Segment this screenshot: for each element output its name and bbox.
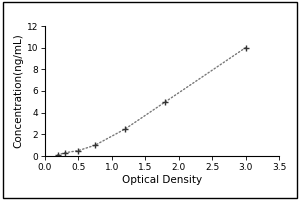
X-axis label: Optical Density: Optical Density: [122, 175, 202, 185]
Y-axis label: Concentration(ng/mL): Concentration(ng/mL): [14, 34, 24, 148]
